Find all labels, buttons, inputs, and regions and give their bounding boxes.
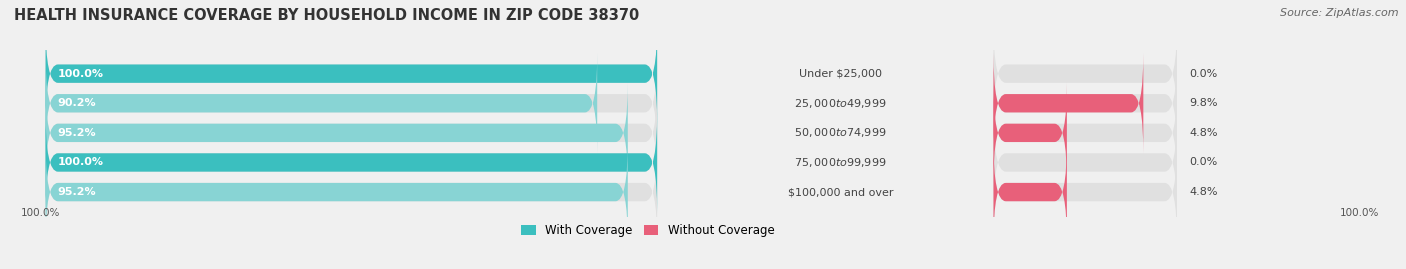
Text: $25,000 to $49,999: $25,000 to $49,999 <box>794 97 887 110</box>
FancyBboxPatch shape <box>45 142 627 242</box>
FancyBboxPatch shape <box>45 112 657 213</box>
Text: HEALTH INSURANCE COVERAGE BY HOUSEHOLD INCOME IN ZIP CODE 38370: HEALTH INSURANCE COVERAGE BY HOUSEHOLD I… <box>14 8 640 23</box>
Text: Source: ZipAtlas.com: Source: ZipAtlas.com <box>1281 8 1399 18</box>
Text: 95.2%: 95.2% <box>58 187 97 197</box>
FancyBboxPatch shape <box>45 112 657 213</box>
FancyBboxPatch shape <box>45 53 598 153</box>
Text: 100.0%: 100.0% <box>58 69 104 79</box>
FancyBboxPatch shape <box>994 83 1067 183</box>
FancyBboxPatch shape <box>994 112 1177 213</box>
Text: 95.2%: 95.2% <box>58 128 97 138</box>
FancyBboxPatch shape <box>45 24 657 124</box>
Text: 0.0%: 0.0% <box>1189 69 1218 79</box>
FancyBboxPatch shape <box>45 142 657 242</box>
FancyBboxPatch shape <box>45 24 657 124</box>
Text: 100.0%: 100.0% <box>58 157 104 168</box>
FancyBboxPatch shape <box>994 142 1067 242</box>
Text: 4.8%: 4.8% <box>1189 187 1218 197</box>
Text: Under $25,000: Under $25,000 <box>799 69 882 79</box>
FancyBboxPatch shape <box>45 83 657 183</box>
FancyBboxPatch shape <box>994 53 1143 153</box>
FancyBboxPatch shape <box>994 142 1177 242</box>
FancyBboxPatch shape <box>45 83 627 183</box>
Text: 4.8%: 4.8% <box>1189 128 1218 138</box>
Legend: With Coverage, Without Coverage: With Coverage, Without Coverage <box>516 219 779 242</box>
FancyBboxPatch shape <box>45 53 657 153</box>
Text: 9.8%: 9.8% <box>1189 98 1218 108</box>
Text: $50,000 to $74,999: $50,000 to $74,999 <box>794 126 887 139</box>
Text: 0.0%: 0.0% <box>1189 157 1218 168</box>
Text: $75,000 to $99,999: $75,000 to $99,999 <box>794 156 887 169</box>
Text: 100.0%: 100.0% <box>1340 208 1379 218</box>
Text: 90.2%: 90.2% <box>58 98 97 108</box>
FancyBboxPatch shape <box>994 83 1177 183</box>
FancyBboxPatch shape <box>994 24 1177 124</box>
Text: $100,000 and over: $100,000 and over <box>787 187 893 197</box>
FancyBboxPatch shape <box>994 53 1177 153</box>
Text: 100.0%: 100.0% <box>21 208 60 218</box>
